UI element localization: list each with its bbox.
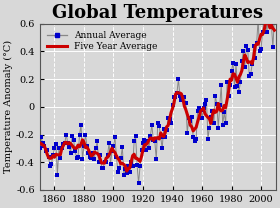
Legend: Annual Average, Five Year Average: Annual Average, Five Year Average (44, 28, 160, 54)
Title: Global Temperatures: Global Temperatures (52, 4, 263, 22)
Y-axis label: Temperature Anomaly (°C): Temperature Anomaly (°C) (4, 40, 13, 173)
